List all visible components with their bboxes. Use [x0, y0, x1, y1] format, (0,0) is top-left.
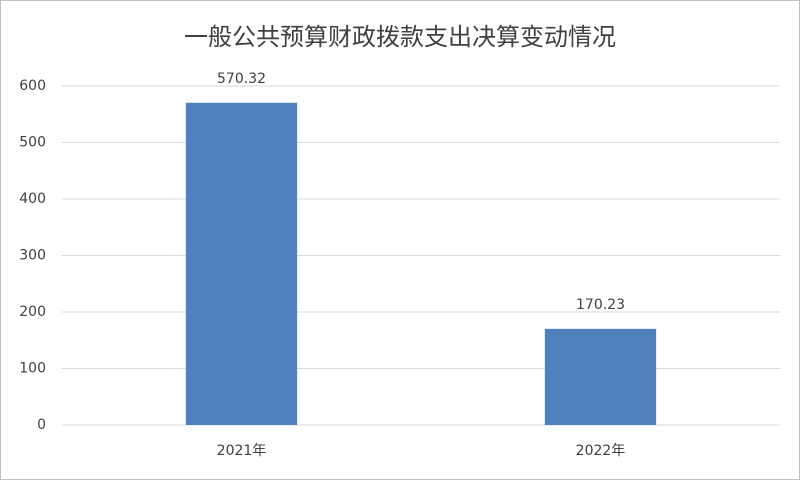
bar [185, 102, 298, 426]
data-label: 570.32 [217, 71, 266, 87]
data-label: 170.23 [576, 297, 625, 313]
y-tick-label: 600 [19, 78, 46, 94]
y-tick-label: 300 [19, 248, 46, 264]
bar [544, 328, 657, 425]
y-tick-label: 100 [19, 361, 46, 377]
chart-title: 一般公共预算财政拨款支出决算变动情况 [184, 23, 616, 51]
y-tick-label: 200 [19, 304, 46, 320]
y-tick-label: 0 [37, 417, 46, 433]
x-tick-label: 2022年 [576, 443, 626, 459]
x-tick-label: 2021年 [217, 443, 267, 459]
y-tick-label: 500 [19, 135, 46, 151]
y-tick-label: 400 [19, 191, 46, 207]
